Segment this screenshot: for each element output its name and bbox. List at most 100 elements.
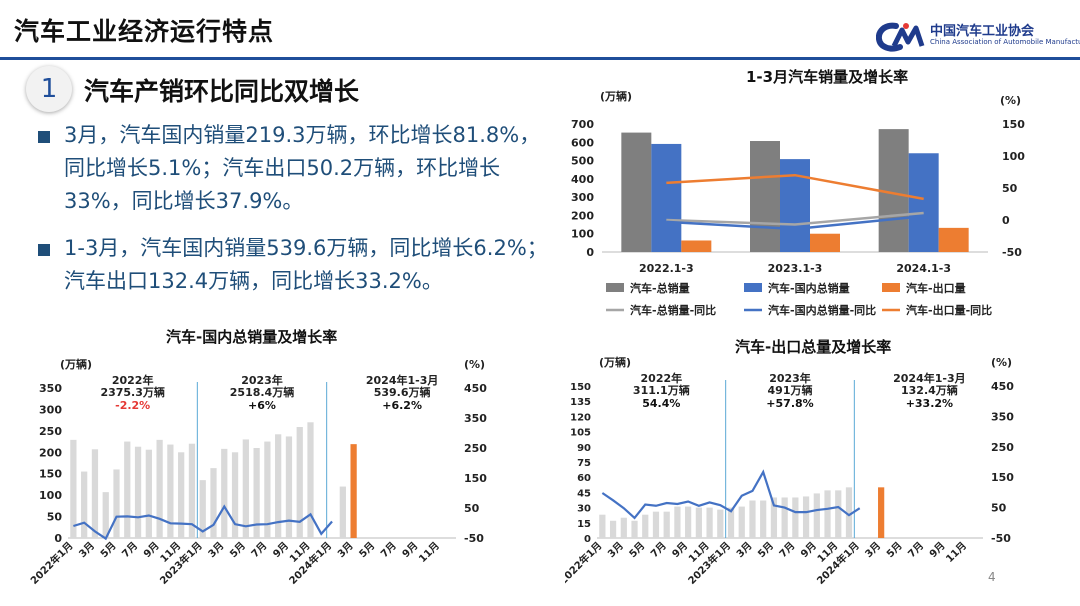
y-tick-label-left: 500 xyxy=(571,155,594,168)
x-tick-label: 5月 xyxy=(98,540,118,560)
y-tick-label-right: 350 xyxy=(991,410,1014,423)
bullet-square-icon xyxy=(38,131,50,143)
bar xyxy=(253,448,260,538)
legend-label: 汽车-总销量-同比 xyxy=(630,303,716,317)
y-tick-label-left: 100 xyxy=(39,489,62,502)
bar xyxy=(685,506,692,538)
y-tick-label-left: 400 xyxy=(571,173,594,186)
annotation-year: 2024年1-3月 xyxy=(893,371,966,385)
y-tick-label-left: 50 xyxy=(47,511,63,524)
series-line xyxy=(666,214,924,231)
bar xyxy=(264,441,271,538)
bar xyxy=(102,492,109,538)
legend-swatch xyxy=(744,283,762,292)
bar xyxy=(908,153,939,252)
bar xyxy=(824,490,831,538)
bar xyxy=(781,497,788,538)
bullet-item: 3月，汽车国内销量219.3万辆，环比增长81.8%，同比增长5.1%；汽车出口… xyxy=(38,119,558,218)
bar xyxy=(845,487,853,538)
chart-domestic-sales-svg: (万辆) (%) 0 50 100 150 200 250 300 350 -50 50 150 250 3… xyxy=(28,357,488,587)
y-tick-label-right: 450 xyxy=(991,380,1014,393)
y-tick-label-left: 45 xyxy=(577,488,591,499)
bar xyxy=(938,227,969,252)
y-tick-label-left: 0 xyxy=(584,534,591,545)
y-tick-label-left: 300 xyxy=(571,191,594,204)
y-tick-label-left: 350 xyxy=(39,382,62,395)
x-tick-label: 7月 xyxy=(249,540,269,560)
legend-swatch xyxy=(606,283,624,292)
annotation-total: 311.1万辆 xyxy=(633,383,690,397)
bar xyxy=(674,506,681,538)
bar xyxy=(620,517,627,538)
y-tick-label-right: -50 xyxy=(464,532,484,545)
x-tick-label: 2022.1-3 xyxy=(639,262,694,275)
y-tick-label-left: 15 xyxy=(577,519,591,530)
bar xyxy=(750,141,780,252)
bullet-square-icon xyxy=(38,244,50,256)
x-tick-label: 2022年1月 xyxy=(30,539,76,587)
bar xyxy=(599,514,606,538)
x-tick-label: 7月 xyxy=(378,540,398,560)
bar xyxy=(835,490,842,538)
bar xyxy=(642,514,649,538)
x-tick-label: 7月 xyxy=(906,540,926,560)
chart-title: 汽车-国内总销量及增长率 xyxy=(166,328,338,346)
bullet-text: 3月，汽车国内销量219.3万辆，环比增长81.8%，同比增长5.1%；汽车出口… xyxy=(64,123,541,213)
y-tick-label-left: 200 xyxy=(39,446,62,459)
annotation-total: 2375.3万辆 xyxy=(100,385,164,399)
y-tick-label-left: 200 xyxy=(571,209,594,222)
y-tick-label-left: 75 xyxy=(577,458,591,469)
y-tick-label-left: 105 xyxy=(570,428,591,439)
bar xyxy=(651,143,682,252)
legend-label: 汽车-国内总销量-同比 xyxy=(768,303,876,317)
legend-label: 汽车-出口量-同比 xyxy=(906,303,992,317)
x-tick-label: 5月 xyxy=(627,540,647,560)
bar xyxy=(210,468,217,538)
annotation-growth: +6.2% xyxy=(382,399,422,412)
y-tick-label-left: 250 xyxy=(39,425,62,438)
annotation-total: 491万辆 xyxy=(768,383,813,397)
bar xyxy=(652,511,660,538)
y-tick-label-right: 250 xyxy=(464,442,487,455)
y-tick-label-left: 0 xyxy=(586,246,594,259)
x-tick-label: 5月 xyxy=(884,540,904,560)
bar xyxy=(275,434,282,538)
bar xyxy=(178,452,185,538)
bar xyxy=(167,444,174,538)
y-tick-label-right: 150 xyxy=(991,471,1014,484)
bar xyxy=(91,449,99,538)
bar xyxy=(221,448,228,538)
bar xyxy=(727,507,735,538)
y-tick-label-left: 120 xyxy=(570,412,591,423)
bar xyxy=(145,449,152,538)
chart-q1-sales-svg: (万辆) (%) 0 100 200 300 400 500 600 700 -50 0 50 100 15… xyxy=(571,89,1025,317)
series-line xyxy=(666,211,924,226)
bar xyxy=(663,511,670,538)
legend-label: 汽车-出口量 xyxy=(906,281,966,295)
y-tick-label-left: 300 xyxy=(39,403,62,416)
chart-domestic-sales: 汽车-国内总销量及增长率 (万辆) (%) 0 50 100 150 200 250 300 35… xyxy=(28,320,500,602)
caam-logo-icon xyxy=(875,22,925,52)
y-axis-label-left: (万辆) xyxy=(600,89,632,103)
y-tick-label-left: 30 xyxy=(577,504,591,515)
page-number: 4 xyxy=(988,570,996,584)
annotation-growth: +6% xyxy=(248,399,276,412)
bar xyxy=(113,469,120,538)
x-tick-label: 5月 xyxy=(357,540,377,560)
legend-swatch xyxy=(882,283,900,292)
bullet-item: 1-3月，汽车国内销量539.6万辆，同比增长6.2%；汽车出口132.4万辆，… xyxy=(38,232,558,298)
y-tick-label-left: 135 xyxy=(570,397,591,408)
y-tick-label-right: 100 xyxy=(1002,150,1025,163)
x-tick-label: 3月 xyxy=(863,540,883,560)
bar xyxy=(792,497,799,538)
legend-label: 汽车-总销量 xyxy=(630,281,690,295)
logo-english-name: China Association of Automobile Manufact… xyxy=(930,38,1080,46)
x-tick-label: 7月 xyxy=(120,540,140,560)
y-tick-label-right: 50 xyxy=(464,502,480,515)
bar xyxy=(878,487,885,538)
chart-export-sales-svg: (万辆) (%) 0 15 30 45 60 75 90 105 120 135 150 -50 50 150… xyxy=(557,355,1015,587)
annotation-growth: 54.4% xyxy=(642,397,680,410)
x-tick-label: 3月 xyxy=(206,540,226,560)
x-tick-label: 2023.1-3 xyxy=(768,262,823,275)
y-tick-label-right: 0 xyxy=(1002,214,1010,227)
